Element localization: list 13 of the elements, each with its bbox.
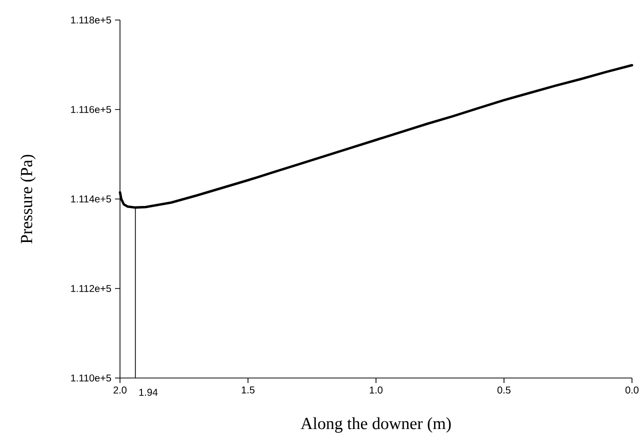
y-tick-label: 1.114e+5 bbox=[71, 196, 112, 202]
ref-line-label: 1.94 bbox=[139, 388, 158, 396]
x-tick-label: 1.0 bbox=[370, 386, 383, 394]
x-axis-title: Along the downer (m) bbox=[300, 417, 451, 433]
x-tick-label: 0.0 bbox=[625, 386, 639, 394]
x-tick-label: 1.5 bbox=[242, 386, 255, 394]
x-tick-label: 0.5 bbox=[497, 386, 511, 394]
y-tick-label: 1.118e+5 bbox=[71, 16, 112, 24]
x-tick-label: 2.0 bbox=[114, 386, 127, 394]
y-tick-label: 1.112e+5 bbox=[71, 284, 112, 292]
y-tick-label: 1.110e+5 bbox=[71, 374, 112, 382]
y-axis-title: Pressure (Pa) bbox=[20, 154, 36, 244]
y-tick-label: 1.116e+5 bbox=[71, 106, 112, 114]
